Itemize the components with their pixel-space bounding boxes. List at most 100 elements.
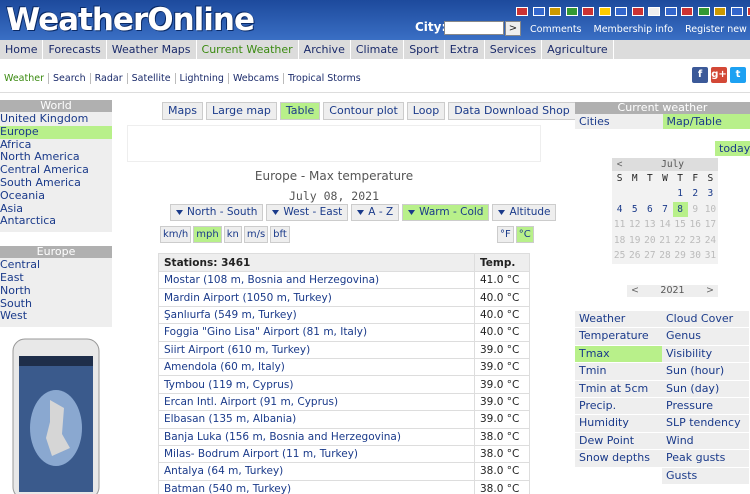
station[interactable]: Antalya (64 m, Turkey): [158, 462, 475, 481]
sidebar-link[interactable]: Africa: [0, 137, 32, 151]
nav-item[interactable]: Forecasts: [43, 40, 107, 59]
sidebar-link[interactable]: West: [0, 309, 28, 323]
social-icon[interactable]: t: [730, 67, 746, 83]
day[interactable]: 6: [646, 203, 653, 215]
sort-label[interactable]: West - East: [283, 206, 343, 218]
param-link[interactable]: Tmin at 5cm: [575, 380, 662, 398]
day[interactable]: 5: [631, 203, 638, 215]
nav-item[interactable]: Current Weather: [197, 40, 299, 59]
unit-button[interactable]: bft: [270, 226, 290, 243]
sidebar-link[interactable]: Central: [0, 258, 41, 272]
unit-button[interactable]: km/h: [160, 226, 192, 243]
sidebar-link[interactable]: Oceania: [0, 188, 45, 202]
sort-label[interactable]: Warm - Cold: [419, 206, 484, 218]
tab[interactable]: Table: [279, 102, 321, 120]
param-link[interactable]: Sun (day): [662, 380, 749, 398]
temp-unit-button[interactable]: °C: [515, 226, 534, 243]
view-link[interactable]: Cities: [579, 115, 610, 128]
year-prev[interactable]: <: [631, 285, 639, 296]
param-link[interactable]: Weather: [575, 311, 662, 329]
month-prev[interactable]: <: [616, 159, 623, 170]
tab[interactable]: Loop: [406, 102, 446, 120]
day[interactable]: 8: [672, 201, 688, 217]
station[interactable]: Elbasan (135 m, Albania): [158, 410, 475, 429]
day[interactable]: 2: [692, 188, 699, 200]
param-link[interactable]: Genus: [662, 328, 749, 346]
logo[interactable]: WeatherOnline: [6, 2, 255, 38]
sidebar-link[interactable]: Asia: [0, 201, 24, 215]
tab[interactable]: Contour plot: [323, 102, 404, 120]
param-link[interactable]: Peak gusts: [662, 450, 749, 468]
header-link[interactable]: Comments: [530, 24, 582, 35]
year-next[interactable]: >: [706, 285, 714, 296]
day[interactable]: 4: [616, 203, 623, 215]
day[interactable]: 1: [677, 188, 683, 200]
sidebar-link[interactable]: South: [0, 296, 32, 310]
param-link[interactable]: Precip.: [575, 397, 662, 416]
station[interactable]: Siirt Airport (610 m, Turkey): [158, 340, 475, 359]
unit-button[interactable]: kn: [223, 226, 242, 243]
unit-button[interactable]: mph: [193, 226, 222, 243]
param-link[interactable]: Tmax: [575, 345, 662, 364]
subnav-item[interactable]: Lightning: [174, 73, 228, 84]
nav-item[interactable]: Climate: [351, 40, 405, 59]
sort-button[interactable]: Altitude: [492, 204, 557, 221]
station[interactable]: Banja Luka (156 m, Bosnia and Herzegovin…: [158, 427, 475, 446]
param-link[interactable]: Dew Point: [575, 432, 662, 451]
sort-label[interactable]: North - South: [187, 206, 258, 218]
station[interactable]: Şanlıurfa (549 m, Turkey): [158, 305, 475, 325]
nav-item[interactable]: Extra: [445, 40, 485, 59]
subnav-item[interactable]: Tropical Storms: [282, 73, 365, 84]
station[interactable]: Foggia "Gino Lisa" Airport (81 m, Italy): [158, 323, 475, 342]
tab[interactable]: Data Download Shop: [448, 102, 576, 120]
param-link[interactable]: Gusts: [662, 467, 749, 485]
param-link[interactable]: Humidity: [575, 415, 662, 433]
social-icon[interactable]: f: [692, 67, 708, 83]
sort-label[interactable]: Altitude: [509, 206, 551, 218]
sidebar-link[interactable]: Europe: [0, 125, 112, 139]
param-link[interactable]: Snow depths: [575, 450, 662, 468]
sidebar-link[interactable]: North: [0, 283, 31, 297]
param-link[interactable]: Tmin: [575, 363, 662, 381]
station[interactable]: Batman (540 m, Turkey): [158, 479, 475, 494]
sort-button[interactable]: A - Z: [351, 204, 400, 221]
subnav-item[interactable]: Satellite: [126, 73, 175, 84]
sidebar-link[interactable]: East: [0, 270, 24, 284]
city-go[interactable]: >: [505, 21, 521, 36]
station[interactable]: Ercan Intl. Airport (91 m, Cyprus): [158, 392, 475, 412]
social-icon[interactable]: g+: [711, 67, 727, 83]
sort-button[interactable]: Warm - Cold: [402, 204, 490, 221]
subnav-item[interactable]: Webcams: [227, 73, 283, 84]
city-input[interactable]: [444, 21, 504, 35]
today-button[interactable]: today: [715, 141, 750, 156]
subnav-item[interactable]: Weather: [4, 73, 44, 84]
param-link[interactable]: Wind: [662, 432, 749, 451]
day[interactable]: 7: [662, 203, 668, 215]
nav-item[interactable]: Agriculture: [542, 40, 614, 59]
subnav-item[interactable]: Search: [48, 73, 90, 84]
station[interactable]: Milas- Bodrum Airport (11 m, Turkey): [158, 444, 475, 464]
temp-unit-button[interactable]: °F: [497, 226, 514, 243]
sort-label[interactable]: A - Z: [368, 206, 394, 218]
param-link[interactable]: SLP tendency: [662, 415, 749, 433]
sidebar-link[interactable]: United Kingdom: [0, 112, 89, 125]
nav-item[interactable]: Weather Maps: [107, 40, 197, 59]
param-link[interactable]: Temperature: [575, 328, 662, 346]
sort-button[interactable]: West - East: [266, 204, 349, 221]
param-link[interactable]: Visibility: [662, 345, 749, 364]
day[interactable]: 3: [707, 188, 714, 200]
subnav-item[interactable]: Radar: [89, 73, 127, 84]
nav-item[interactable]: Sport: [404, 40, 445, 59]
station[interactable]: Tymbou (119 m, Cyprus): [158, 375, 475, 394]
sidebar-link[interactable]: Antarctica: [0, 214, 57, 228]
station[interactable]: Amendola (60 m, Italy): [158, 357, 475, 377]
nav-item[interactable]: Archive: [299, 40, 351, 59]
view-link[interactable]: Map/Table: [662, 114, 750, 129]
param-link[interactable]: Sun (hour): [662, 363, 749, 381]
tab[interactable]: Large map: [205, 102, 277, 120]
header-link[interactable]: Membership info: [593, 24, 674, 35]
sort-button[interactable]: North - South: [170, 204, 264, 221]
nav-item[interactable]: Home: [0, 40, 44, 59]
header-link[interactable]: Register new: [685, 24, 747, 35]
nav-item[interactable]: Services: [485, 40, 543, 59]
